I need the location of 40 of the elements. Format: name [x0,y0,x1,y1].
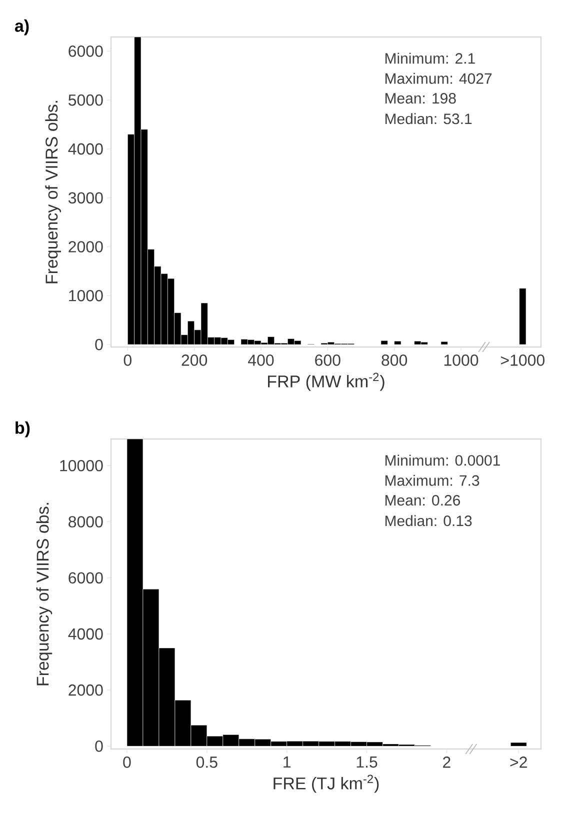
annotation: Maximum: 7.3 [385,474,480,486]
annotation: Minimum: 0.0001 [385,454,500,466]
x-tick-label: 1000 [444,354,478,366]
y-tick-label: 4000 [68,143,103,155]
y-tick-label: 0 [95,338,103,350]
x-tick-label: 1 [284,756,290,768]
y-axis-title: Frequency of VIIRS obs. [45,100,62,284]
y-tick-label: 4000 [68,628,103,640]
y-tick-label: 8000 [68,516,103,528]
x-tick-label: >2 [510,756,527,768]
y-tick-label: 5000 [68,94,103,106]
x-tick-label: 0 [123,756,131,768]
y-tick-label: 6000 [68,46,103,57]
x-tick-label: 0 [124,354,132,366]
x-tick-label: 400 [248,354,274,366]
annotation: Maximum: 4027 [385,72,492,84]
x-tick-label: 800 [382,354,408,366]
chart-title: a) [14,19,29,36]
y-tick-label: 0 [95,740,103,752]
x-tick-label: 1.5 [356,756,378,768]
x-axis-title: FRE (TJ km$^{-2}$) [274,774,379,793]
chart-title: b) [16,421,30,438]
y-tick-label: 2000 [68,684,103,696]
x-tick-label: 600 [315,354,340,366]
y-tick-label: 1000 [69,290,103,302]
annotation: Mean: 198 [385,92,456,104]
y-tick-label: 3000 [68,192,103,204]
y-tick-label: 2000 [68,241,103,252]
x-tick-label: 2 [443,756,450,768]
annotation: Median: 0.13 [385,515,472,526]
annotation: Minimum: 2.1 [385,52,475,64]
y-tick-label: 10000 [60,460,103,472]
y-tick-label: 6000 [68,572,103,584]
x-tick-label: >1000 [500,354,544,366]
x-tick-label: 0.5 [196,756,218,768]
x-axis-title: FRP (MW km$^{-2}$) [268,372,384,391]
annotation: Median: 53.1 [385,113,472,124]
x-tick-label: 200 [182,354,208,366]
annotation: Mean: 0.26 [385,494,460,506]
y-axis-title: Frequency of VIIRS obs. [36,502,52,686]
